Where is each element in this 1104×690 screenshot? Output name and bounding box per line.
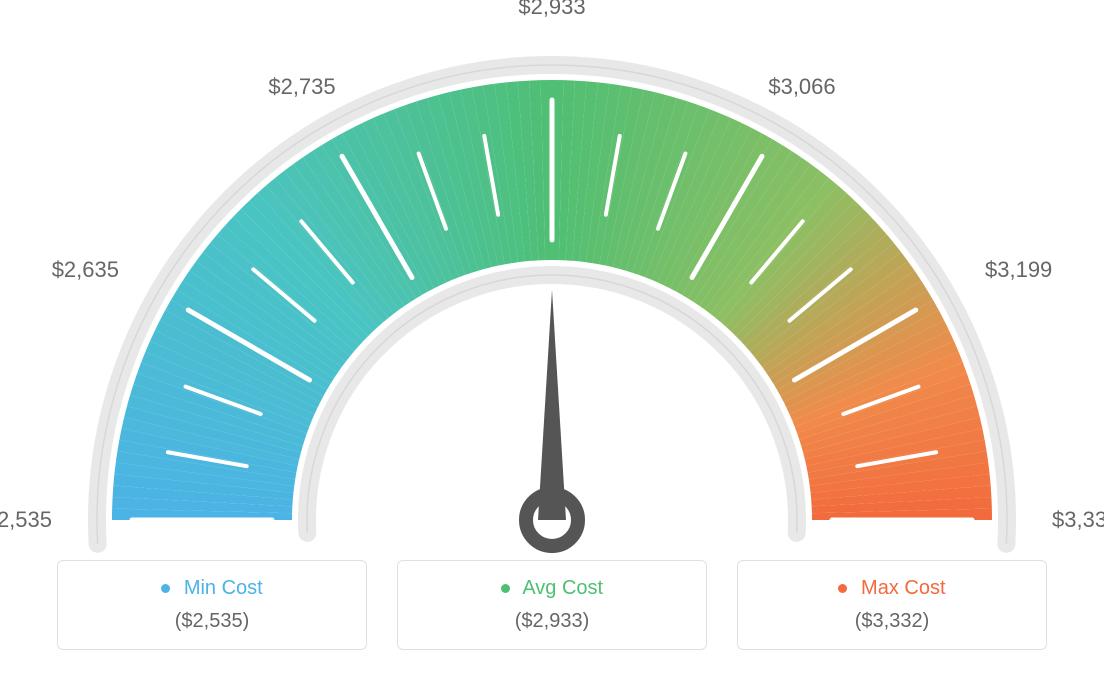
legend-title-text: Min Cost	[184, 577, 263, 599]
gauge-tick-label: $2,535	[0, 507, 52, 533]
gauge-tick-label: $2,933	[518, 0, 585, 20]
legend-value-max: ($3,332)	[758, 610, 1026, 633]
legend-card-avg: Avg Cost ($2,933)	[397, 560, 707, 650]
gauge-tick-label: $2,635	[52, 257, 119, 283]
legend-title-max: Max Cost	[758, 577, 1026, 600]
legend-title-text: Avg Cost	[522, 577, 603, 599]
legend-card-min: Min Cost ($2,535)	[57, 560, 367, 650]
dot-icon	[501, 584, 510, 593]
legend-row: Min Cost ($2,535) Avg Cost ($2,933) Max …	[0, 560, 1104, 650]
legend-title-avg: Avg Cost	[418, 577, 686, 600]
gauge-tick-label: $3,066	[768, 74, 835, 100]
gauge-tick-label: $2,735	[268, 74, 335, 100]
legend-card-max: Max Cost ($3,332)	[737, 560, 1047, 650]
dot-icon	[838, 584, 847, 593]
gauge-tick-label: $3,199	[985, 257, 1052, 283]
legend-title-min: Min Cost	[78, 577, 346, 600]
dot-icon	[161, 584, 170, 593]
gauge-svg	[0, 0, 1104, 560]
legend-value-min: ($2,535)	[78, 610, 346, 633]
legend-value-avg: ($2,933)	[418, 610, 686, 633]
legend-title-text: Max Cost	[861, 577, 945, 599]
gauge-tick-label: $3,332	[1052, 507, 1104, 533]
gauge-container: $2,535 $2,635 $2,735 $2,933 $3,066 $3,199 $3,3…	[0, 0, 1104, 560]
